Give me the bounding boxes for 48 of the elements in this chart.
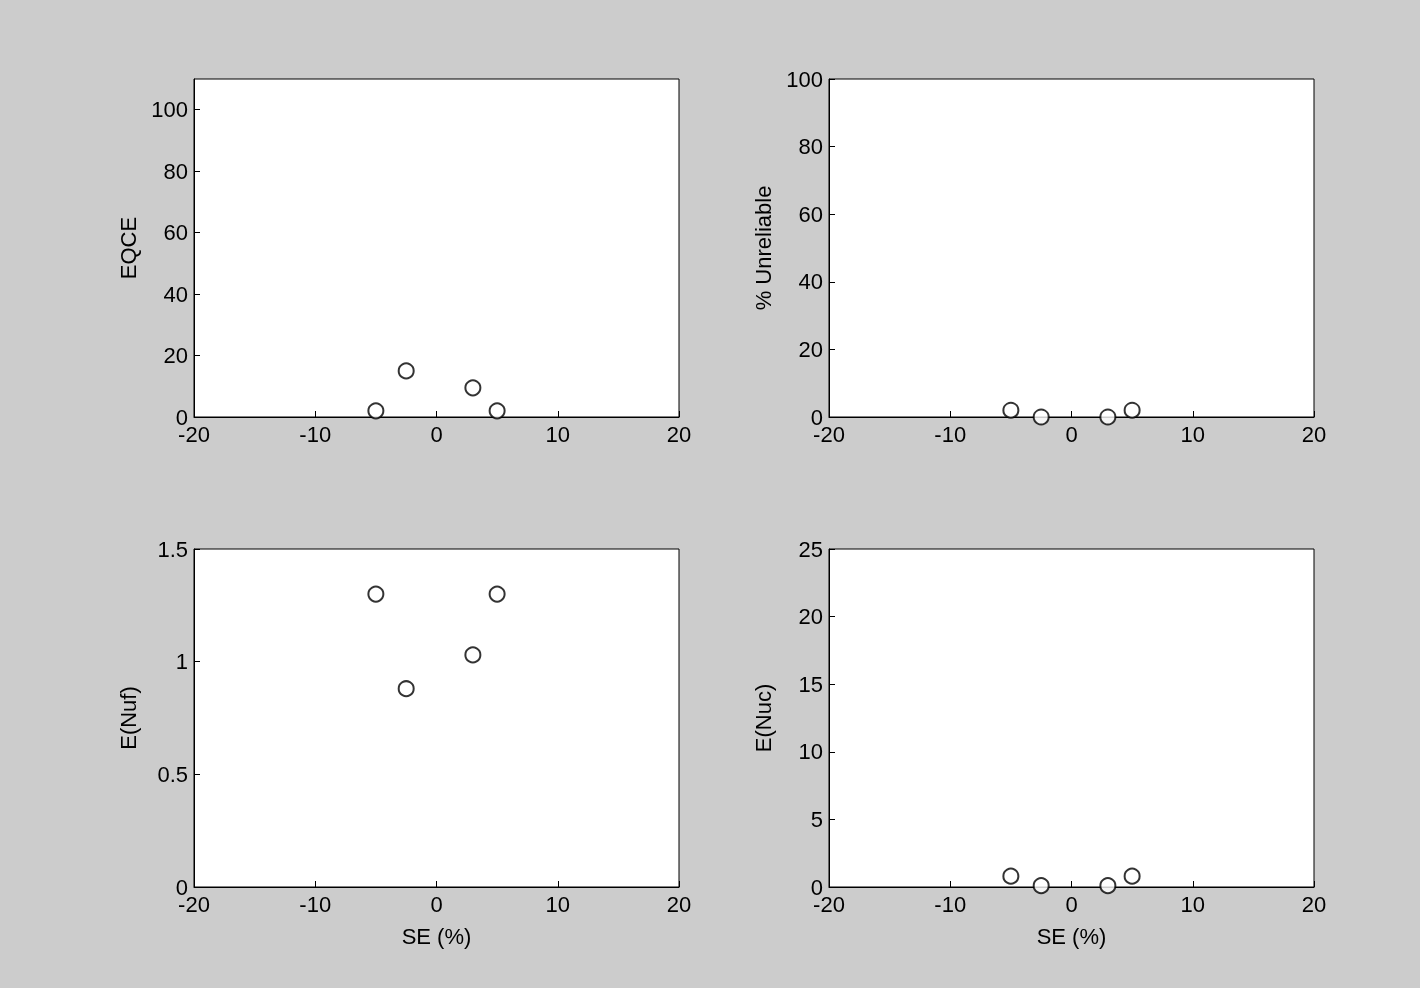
y-axis-title: E(Nuc) [750, 683, 776, 753]
x-tick-label: 0 [430, 421, 443, 447]
y-axis-title: EQCE [115, 216, 141, 280]
y-tick-label: 100 [151, 97, 188, 123]
y-tick-label: 80 [798, 134, 823, 160]
y-tick-label: 20 [163, 343, 188, 369]
y-tick-label: 25 [798, 536, 823, 562]
x-tick-label: 20 [666, 421, 692, 447]
point [488, 585, 506, 603]
point [464, 379, 482, 397]
x-tick-label: -10 [934, 421, 967, 447]
x-axis-title: SE (%) [401, 923, 472, 949]
y-tick-label: 40 [163, 281, 188, 307]
x-tick-label: 10 [1180, 421, 1205, 447]
x-tick-label: -10 [934, 891, 967, 917]
x-tick-label: -10 [299, 421, 332, 447]
x-tick-label: 0 [1065, 891, 1078, 917]
x-tick-label: 10 [545, 421, 570, 447]
x-tick-label: 0 [1065, 421, 1078, 447]
x-tick-label: 20 [1301, 421, 1327, 447]
point [488, 402, 506, 420]
y-axis-title: % Unreliable [750, 185, 776, 311]
y-tick-label: 10 [798, 739, 823, 765]
point [397, 362, 415, 380]
y-tick-label: 40 [798, 269, 823, 295]
x-tick-label: 20 [666, 891, 692, 917]
y-tick-label: 80 [163, 158, 188, 184]
y-tick-label: 15 [798, 671, 823, 697]
x-tick-label: -10 [299, 891, 332, 917]
x-tick-label: 10 [545, 891, 570, 917]
x-axis-title: SE (%) [1036, 923, 1107, 949]
y-tick-label: 1 [175, 649, 188, 675]
point [397, 680, 415, 698]
y-tick-label: 20 [798, 604, 823, 630]
point [367, 585, 385, 603]
x-tick-label: 10 [1180, 891, 1205, 917]
y-tick-label: 60 [798, 201, 823, 227]
y-tick-label: 5 [810, 806, 823, 832]
x-tick-label: 0 [430, 891, 443, 917]
point [464, 646, 482, 664]
y-tick-label: 100 [786, 66, 823, 92]
point [367, 402, 385, 420]
y-tick-label: 0.5 [157, 761, 188, 787]
y-tick-label: 1.5 [157, 536, 188, 562]
y-tick-label: 60 [163, 220, 188, 246]
x-tick-label: 20 [1301, 891, 1327, 917]
y-tick-label: 20 [798, 336, 823, 362]
y-axis-title: E(Nuf) [115, 686, 141, 750]
